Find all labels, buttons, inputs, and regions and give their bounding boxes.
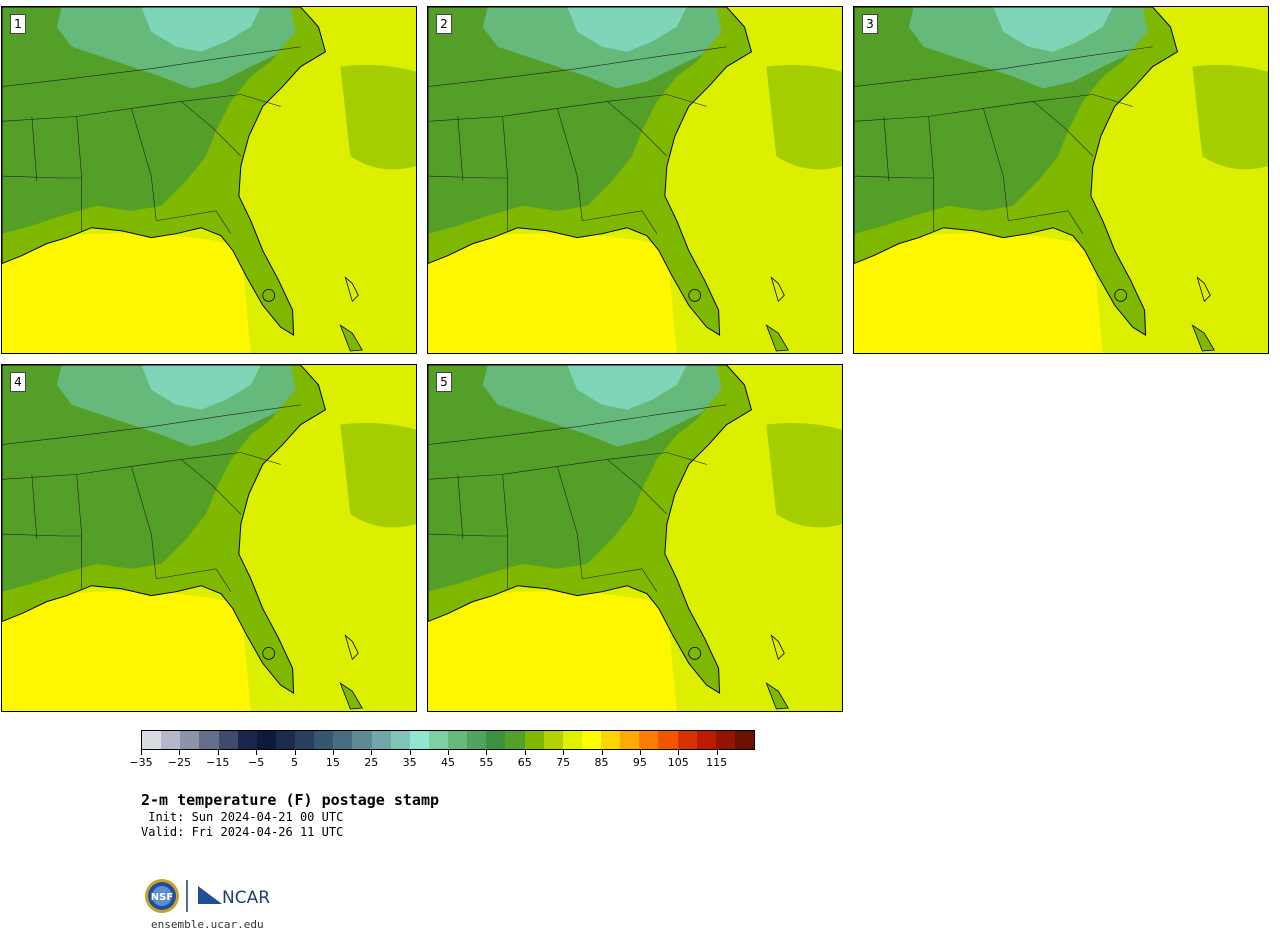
colorbar-swatch	[390, 731, 410, 749]
colorbar-tick-label: 75	[556, 756, 571, 769]
colorbar-tick-label: 85	[594, 756, 609, 769]
map-svg	[2, 7, 416, 353]
colorbar-swatch	[696, 731, 716, 749]
colorbar-tick	[409, 750, 411, 755]
nsf-ncar-logo: NSF NCAR	[144, 876, 274, 916]
colorbar-tick	[601, 750, 603, 755]
colorbar-tick-label: −15	[206, 756, 230, 769]
colorbar-swatch	[601, 731, 621, 749]
colorbar-tick	[716, 750, 718, 755]
colorbar-swatch	[199, 731, 219, 749]
colorbar-swatch	[371, 731, 391, 749]
colorbar-swatch	[256, 731, 276, 749]
colorbar-swatch	[620, 731, 640, 749]
colorbar-swatch	[237, 731, 257, 749]
map-panel-4: 4	[1, 364, 417, 712]
colorbar-swatch	[352, 731, 372, 749]
colorbar-swatch	[142, 731, 162, 749]
colorbar-tick	[332, 750, 334, 755]
colorbar-swatch	[505, 731, 525, 749]
colorbar-swatch	[333, 731, 353, 749]
colorbar-swatch	[275, 731, 295, 749]
svg-text:NCAR: NCAR	[222, 888, 270, 908]
colorbar-tick-label: 65	[517, 756, 532, 769]
valid-time: Valid: Fri 2024-04-26 11 UTC	[141, 825, 344, 839]
panel-number-label: 4	[10, 372, 26, 392]
panel-number-label: 1	[10, 14, 26, 34]
colorbar-tick-label: 95	[632, 756, 647, 769]
colorbar-swatch	[180, 731, 200, 749]
ncar-logo-icon: NCAR	[198, 886, 270, 908]
colorbar-tick-label: −5	[248, 756, 265, 769]
colorbar-tick	[639, 750, 641, 755]
map-svg	[428, 7, 842, 353]
website-url: ensemble.ucar.edu	[151, 918, 264, 931]
colorbar-tick-label: 25	[364, 756, 379, 769]
panel-number-label: 2	[436, 14, 452, 34]
colorbar-tick	[256, 750, 258, 755]
colorbar-tick-label: 45	[441, 756, 455, 769]
map-svg	[428, 365, 842, 711]
colorbar-swatch	[448, 731, 468, 749]
colorbar-swatch	[581, 731, 601, 749]
colorbar-tick	[678, 750, 680, 755]
colorbar-swatch	[409, 731, 429, 749]
logo-graphic: NSF NCAR	[145, 879, 270, 913]
colorbar-swatch	[428, 731, 448, 749]
map-panel-2: 2	[427, 6, 843, 354]
init-time: Init: Sun 2024-04-21 00 UTC	[141, 810, 344, 824]
colorbar-swatch	[524, 731, 544, 749]
colorbar-ticks: −35 −25 −15 −5 5 15 25 35 45 55 65 75 85 95 105 115	[129, 750, 755, 774]
colorbar-tick-label: 105	[667, 756, 689, 769]
colorbar-swatch	[715, 731, 735, 749]
map-svg	[854, 7, 1268, 353]
colorbar-tick	[141, 750, 142, 755]
colorbar-tick-label: 55	[479, 756, 494, 769]
temperature-colorbar	[141, 730, 755, 750]
colorbar-tick	[217, 750, 219, 755]
colorbar-tick	[448, 750, 449, 755]
colorbar-tick-label: −25	[167, 756, 191, 769]
map-svg	[2, 365, 416, 711]
colorbar-tick	[179, 750, 181, 755]
colorbar-tick	[294, 750, 296, 755]
plot-title: 2-m temperature (F) postage stamp	[141, 791, 440, 809]
colorbar-swatch	[658, 731, 678, 749]
colorbar-tick	[371, 750, 373, 755]
colorbar-tick	[524, 750, 526, 755]
colorbar-tick	[486, 750, 488, 755]
map-panel-1: 1	[1, 6, 417, 354]
colorbar-swatch	[543, 731, 563, 749]
map-panel-5: 5	[427, 364, 843, 712]
colorbar-tick-label: −35	[129, 756, 153, 769]
colorbar-tick	[563, 750, 565, 755]
colorbar-swatch	[467, 731, 487, 749]
colorbar-swatch	[639, 731, 659, 749]
nsf-seal-icon: NSF	[145, 879, 179, 913]
colorbar-swatch	[562, 731, 582, 749]
colorbar-tick-label: 15	[325, 756, 340, 769]
colorbar-swatch	[677, 731, 697, 749]
svg-text:NSF: NSF	[151, 892, 173, 903]
panel-number-label: 5	[436, 372, 452, 392]
colorbar-swatch	[161, 731, 181, 749]
colorbar-swatch	[734, 731, 754, 749]
colorbar-tick-label: 115	[706, 756, 728, 769]
colorbar-tick-label: 5	[291, 756, 298, 769]
colorbar-swatch	[314, 731, 334, 749]
colorbar-tick-label: 35	[402, 756, 417, 769]
map-panel-3: 3	[853, 6, 1269, 354]
colorbar-swatch	[295, 731, 315, 749]
colorbar-swatch	[486, 731, 506, 749]
panel-number-label: 3	[862, 14, 878, 34]
colorbar-swatch	[218, 731, 238, 749]
